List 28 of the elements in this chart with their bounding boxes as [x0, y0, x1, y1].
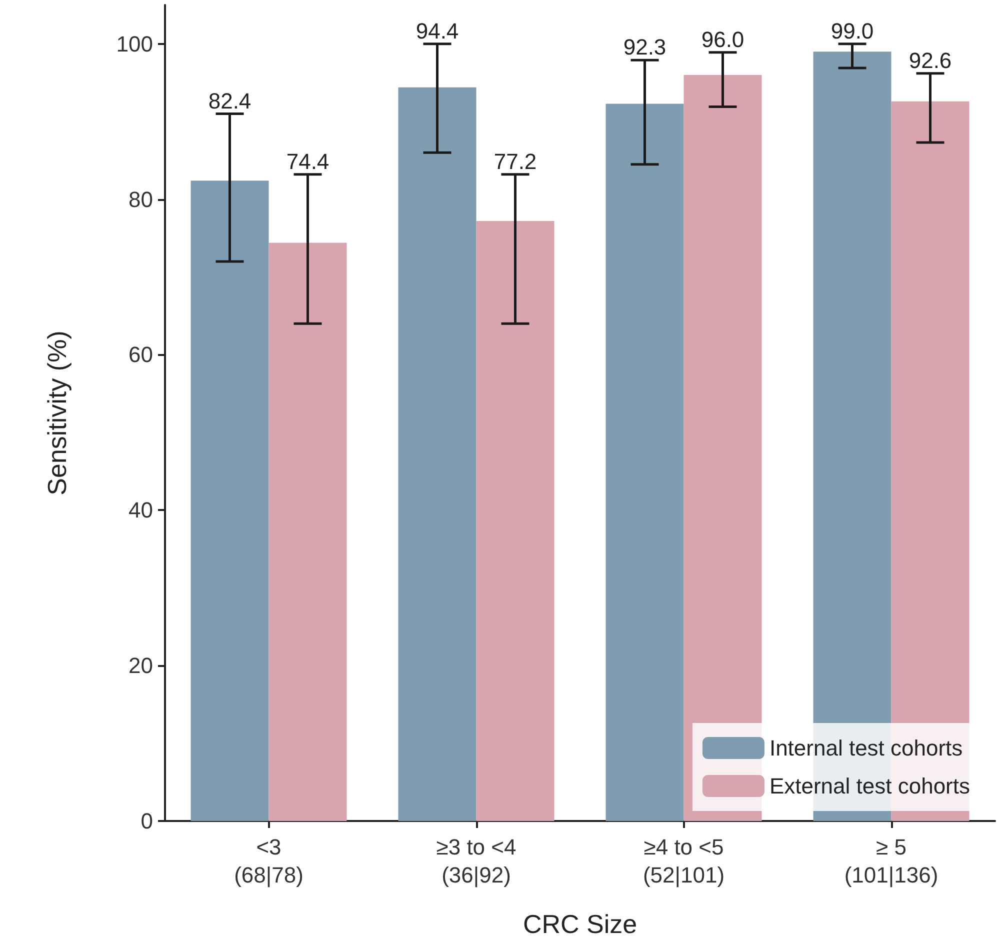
y-axis-title: Sensitivity (%): [42, 330, 72, 496]
x-tick-label: ≥4 to <5 (52|101): [642, 834, 725, 888]
bar: [684, 74, 762, 821]
x-axis-title: CRC Size: [522, 909, 638, 939]
data-label: 94.4: [416, 18, 459, 44]
y-tick-label: 20: [128, 653, 153, 678]
legend-label: Internal test cohorts: [769, 736, 963, 760]
data-label: 82.4: [208, 88, 252, 114]
y-tick-label: 0: [140, 808, 153, 834]
y-tick-label: 100: [116, 31, 153, 56]
data-label: 99.0: [830, 18, 874, 44]
x-tick-label: ≥ 5 (101|136): [844, 834, 938, 888]
legend-label: External test cohorts: [769, 774, 970, 798]
data-label: 77.2: [494, 148, 537, 174]
bar: [476, 221, 554, 821]
x-tick-label: <3 (68|78): [234, 834, 304, 888]
data-label: 74.4: [286, 148, 330, 174]
y-tick-label: 80: [128, 186, 153, 212]
bar: [268, 242, 347, 821]
bar: [190, 180, 269, 821]
x-tick-label: ≥3 to <4 (36|92): [436, 834, 516, 888]
bar: [606, 104, 684, 821]
y-tick-label: 60: [128, 342, 153, 368]
data-label: 96.0: [701, 26, 744, 52]
data-label: 92.3: [623, 34, 666, 60]
y-tick-label: 40: [128, 498, 153, 523]
data-label: 92.6: [908, 48, 952, 73]
bar: [398, 87, 476, 821]
